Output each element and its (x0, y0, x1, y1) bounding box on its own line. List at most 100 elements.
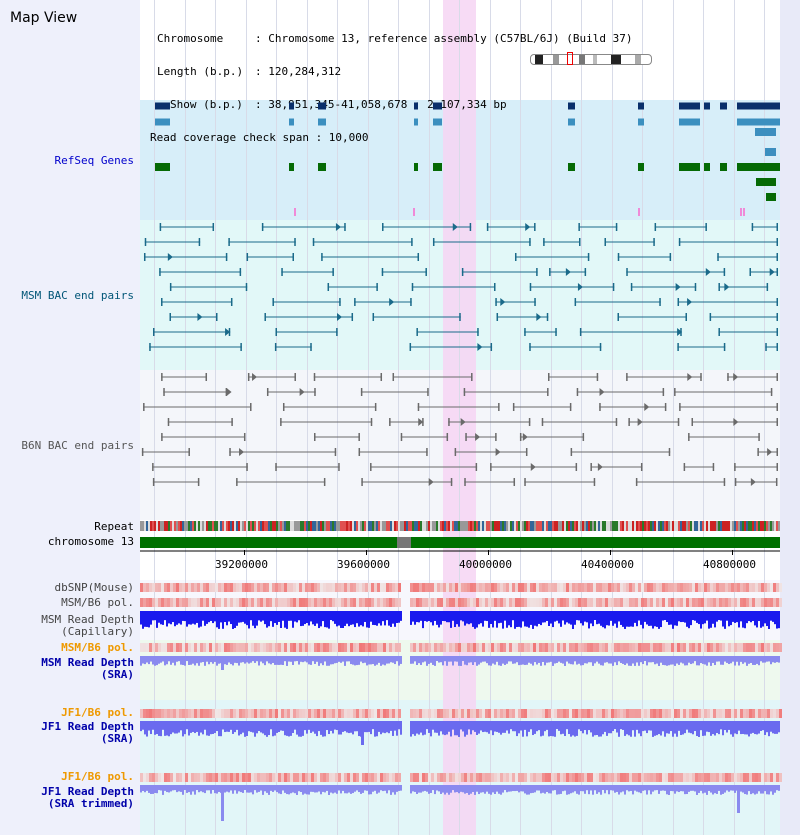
snp-density-cell (626, 598, 629, 607)
read-depth-bar (578, 785, 580, 795)
snp-density-cell (248, 643, 251, 652)
gene-feature (638, 118, 644, 126)
snp-density-cell (470, 773, 473, 782)
read-depth-bar (664, 656, 666, 666)
read-depth-bar (618, 721, 620, 737)
read-depth-bar (594, 656, 596, 664)
read-depth-bar (258, 611, 260, 621)
repeat-element (694, 521, 696, 531)
snp-density-cell (212, 709, 215, 718)
snp-density-cell (275, 583, 278, 592)
snp-density-cell (515, 773, 518, 782)
track-label-msm-depth-sra[interactable]: MSM Read Depth (SRA) (41, 656, 134, 681)
snp-density-cell (527, 598, 530, 607)
read-depth-bar (658, 721, 660, 735)
snp-density-cell (755, 583, 758, 592)
msm-bac-pair-end (246, 253, 249, 261)
b6n-bac-pair-end (246, 463, 248, 471)
repeat-element (428, 521, 430, 531)
snp-density-cell (164, 709, 167, 718)
repeat-element (268, 521, 270, 531)
snp-density-cell (341, 598, 344, 607)
msm-bac-pair-end (261, 223, 264, 231)
snp-density-cell (140, 583, 143, 592)
b6n-bac-pair-end (229, 448, 231, 456)
read-depth-bar (194, 656, 196, 666)
b6n-bac-pair-end (700, 373, 702, 381)
repeat-element (226, 521, 228, 531)
read-depth-bar (212, 721, 214, 734)
msm-bac-pair-arrow (577, 283, 583, 291)
repeat-element (774, 521, 776, 531)
read-depth-bar (620, 785, 622, 793)
read-depth-bar (166, 721, 168, 736)
snp-density-cell (548, 598, 551, 607)
track-label-jf1-b6-pol-1[interactable]: JF1/B6 pol. (61, 706, 134, 719)
snp-density-cell (737, 598, 740, 607)
snp-density-cell (380, 583, 383, 592)
track-label-dbsnp[interactable]: dbSNP(Mouse) (54, 581, 134, 594)
read-depth-bar (350, 611, 352, 625)
snp-density-cell (515, 643, 518, 652)
msm-bac-pair-end (579, 328, 582, 336)
chromosome-ideogram-icon[interactable] (530, 54, 652, 65)
read-depth-bar (756, 611, 758, 628)
snp-density-cell (410, 583, 413, 592)
read-depth-bar (490, 721, 492, 731)
track-label-msm-depth-capillary[interactable]: MSM Read Depth (Capillary) (41, 613, 134, 638)
read-depth-bar (496, 611, 498, 628)
track-label-msm-bac[interactable]: MSM BAC end pairs (21, 289, 134, 302)
read-depth-bar (466, 785, 468, 793)
track-label-msm-b6-pol-1[interactable]: MSM/B6 pol. (61, 596, 134, 609)
track-label-jf1-b6-pol-2[interactable]: JF1/B6 pol. (61, 770, 134, 783)
repeat-element (516, 521, 518, 531)
snp-density-cell (221, 773, 224, 782)
snp-density-cell (398, 583, 401, 592)
read-depth-bar (464, 611, 466, 626)
snp-density-cell (650, 773, 653, 782)
snp-density-cell (215, 598, 218, 607)
snp-density-cell (230, 598, 233, 607)
b6n-bac-pair-end (471, 373, 473, 381)
read-depth-bar (300, 656, 302, 662)
read-depth-bar (438, 656, 440, 663)
snp-density-cell (185, 643, 188, 652)
repeat-element (410, 521, 412, 531)
snp-density-cell (263, 709, 266, 718)
read-depth-bar (608, 611, 610, 626)
read-depth-bar (166, 611, 168, 627)
track-label-msm-b6-pol-2[interactable]: MSM/B6 pol. (61, 641, 134, 654)
read-depth-bar (216, 611, 218, 628)
read-depth-spike (361, 721, 364, 745)
track-label-jf1-depth-sra[interactable]: JF1 Read Depth (SRA) (41, 720, 134, 745)
track-label-jf1-depth-trimmed[interactable]: JF1 Read Depth (SRA trimmed) (41, 785, 134, 810)
snp-density-cell (347, 709, 350, 718)
read-depth-bar (254, 656, 256, 663)
read-depth-bar (554, 656, 556, 664)
msm-bac-pair-arrow (197, 313, 203, 321)
msm-bac-pair-arrow (675, 283, 681, 291)
track-label-repeat[interactable]: Repeat (94, 520, 134, 533)
snp-density-cell (449, 583, 452, 592)
read-depth-bar (296, 785, 298, 795)
read-depth-bar (246, 656, 248, 663)
track-label-chromosome[interactable]: chromosome 13 (47, 535, 134, 548)
snp-density-cell (431, 773, 434, 782)
read-depth-bar (164, 611, 166, 621)
read-depth-bar (690, 785, 692, 791)
msm-bac-pair-end (776, 328, 778, 336)
read-depth-bar (250, 656, 252, 663)
read-depth-bar (166, 785, 168, 793)
read-depth-bar (538, 721, 540, 731)
read-depth-bar (330, 656, 332, 665)
read-depth-bar (236, 785, 238, 794)
b6n-bac-pair-end (417, 403, 420, 411)
track-label-refseq[interactable]: RefSeq Genes (54, 154, 134, 167)
track-label-b6n-bac[interactable]: B6N BAC end pairs (21, 439, 134, 452)
snp-density-cell (575, 773, 578, 782)
read-depth-bar (370, 656, 372, 665)
repeat-element (284, 521, 286, 531)
repeat-element (170, 521, 172, 531)
read-depth-bar (720, 785, 722, 795)
